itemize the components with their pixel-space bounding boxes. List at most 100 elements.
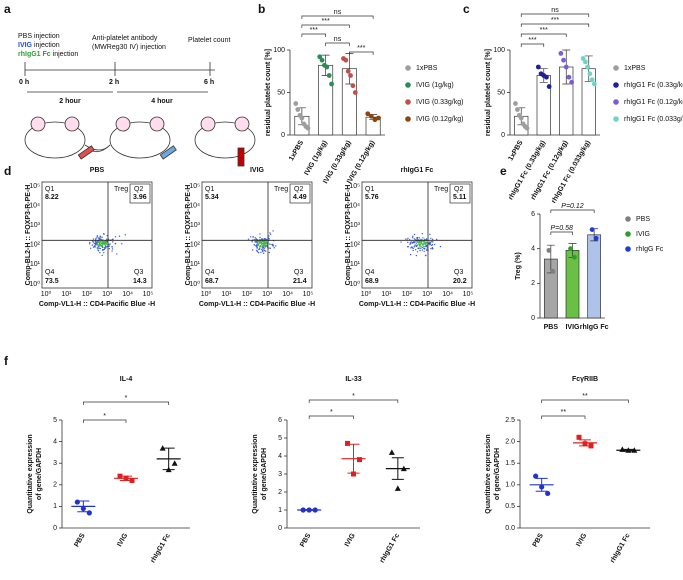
plot-title: PBS [90, 167, 105, 174]
legend-marker [625, 216, 631, 222]
data-point [348, 73, 353, 78]
legend-marker [405, 82, 411, 88]
data-point [568, 246, 573, 252]
quadrant-name: Q3 [134, 269, 143, 276]
cell-dot [421, 249, 423, 251]
x-tick-label: rhIgG Fc [580, 324, 609, 331]
cell-dot [99, 247, 102, 250]
cell-dot [96, 243, 98, 246]
error-bar [120, 475, 132, 481]
significance-label: *** [310, 27, 318, 34]
data-point [591, 81, 597, 87]
significance-label: P=0.58 [550, 225, 572, 232]
cell-dot [103, 233, 105, 235]
cell-dot [259, 240, 261, 243]
cell-dot [257, 244, 259, 247]
cell-dot [410, 247, 412, 249]
significance-label: ns [551, 7, 559, 14]
cell-dot [98, 244, 100, 247]
y-tick-label: 100 [493, 47, 505, 54]
cell-dot [269, 233, 272, 236]
error-bar [535, 477, 548, 492]
y-tick-label: 10² [190, 242, 201, 249]
cell-dot [100, 242, 103, 245]
cell-dot [102, 246, 104, 249]
cell-dot [95, 244, 97, 246]
cell-dot [426, 241, 428, 244]
x-tick-label: 10¹ [221, 291, 232, 298]
x-tick-label: IVIG [575, 532, 588, 548]
cell-dot [405, 238, 407, 240]
cell-dot [421, 246, 424, 249]
data-point [513, 101, 518, 106]
cell-dot [97, 237, 100, 239]
y-tick-label: 10¹ [350, 261, 361, 268]
cell-dot [98, 238, 100, 241]
cell-dot [93, 243, 96, 245]
y-axis-label: of gene/GAPDH [494, 448, 501, 500]
y-axis-label: Treg (%) [515, 252, 522, 280]
antibody-label: Anti-platelet antibody [92, 35, 158, 42]
error-bar [77, 500, 90, 513]
cell-dot [425, 249, 428, 251]
x-tick-label: 10² [402, 291, 413, 298]
data-point [394, 485, 401, 491]
significance-bracket [82, 401, 170, 405]
cell-dot [112, 241, 114, 243]
cell-dot [409, 242, 412, 245]
significance-bracket [308, 399, 399, 403]
cell-dot [275, 245, 277, 247]
cell-dot [422, 245, 425, 248]
y-tick-label: 0 [53, 525, 57, 532]
x-tick-label: 10⁰ [361, 290, 372, 298]
cell-dot [422, 240, 424, 243]
data-point [388, 449, 395, 455]
significance-label: ** [561, 409, 567, 416]
significance-label: *** [322, 18, 330, 25]
cell-dot [264, 250, 267, 252]
y-tick-label: 100 [273, 47, 285, 54]
cell-dot [94, 245, 96, 248]
data-point [293, 101, 299, 106]
cell-dot [254, 241, 256, 243]
quadrant-value: 3.96 [133, 194, 147, 201]
cell-dot [257, 252, 260, 254]
data-point [376, 115, 381, 121]
cell-dot [256, 246, 258, 248]
x-tick-label: PBS [544, 324, 559, 331]
bar [587, 234, 602, 319]
y-tick-label: 2 [53, 482, 57, 489]
cell-dot [91, 244, 93, 246]
data-point [372, 117, 378, 123]
legend-label: PBS [636, 216, 650, 223]
cell-dot [259, 236, 261, 239]
quadrant-value: 20.2 [453, 278, 467, 285]
cell-dot [426, 248, 428, 250]
cell-dot [96, 236, 98, 238]
data-point [343, 57, 349, 63]
action: injection [34, 42, 60, 49]
data-point [326, 73, 332, 78]
significance-label: * [125, 395, 128, 402]
x-axis-label: Comp-VL1-H :: CD4-Pacific Blue -H [359, 301, 475, 308]
legend-marker [405, 99, 411, 105]
cell-dot [247, 238, 250, 240]
y-tick-label: 10⁵ [189, 183, 200, 190]
panel-label: f [4, 354, 9, 368]
y-tick-label: 10² [350, 242, 361, 249]
cell-dot [407, 237, 409, 240]
y-tick-label: 1.0 [505, 482, 515, 489]
cell-dot [414, 245, 416, 247]
cell-dot [103, 243, 105, 246]
chart-title: IL-33 [345, 376, 361, 383]
quadrant-name: Q4 [365, 269, 374, 276]
cell-dot [262, 246, 264, 248]
legend-label: IVIG [636, 231, 650, 238]
data-point [563, 64, 569, 70]
cell-dot [92, 238, 95, 240]
cell-dot [417, 247, 419, 250]
cell-dot [265, 244, 267, 247]
significance-bracket [520, 13, 590, 17]
legend-label: rhIgG Fc [636, 246, 664, 253]
x-tick-label: 10² [242, 291, 253, 298]
